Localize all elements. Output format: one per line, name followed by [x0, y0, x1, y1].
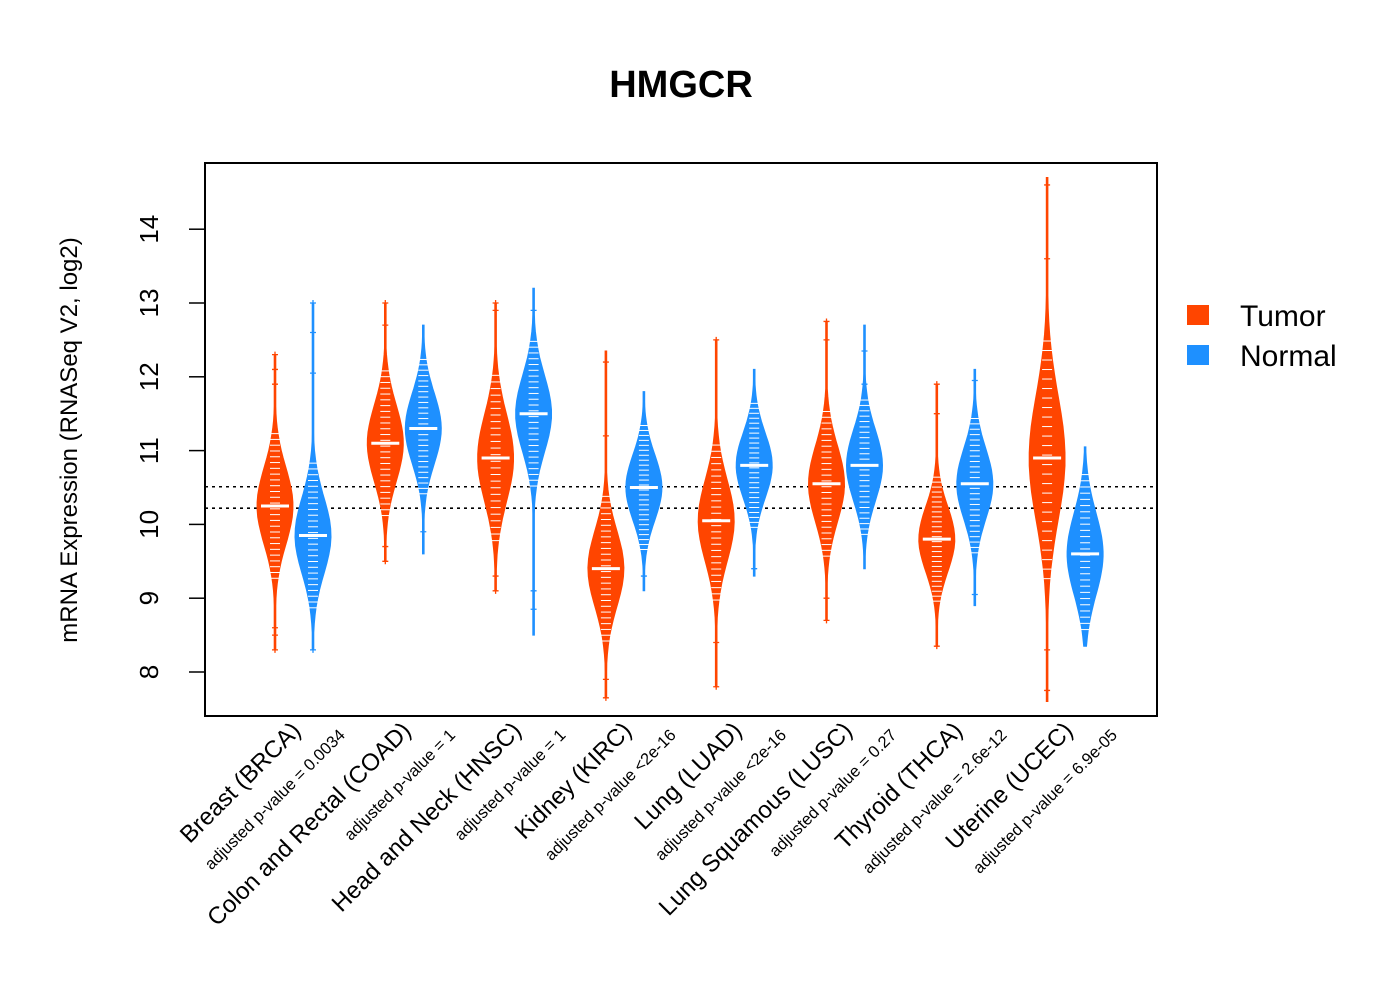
violin-normal-outlier	[530, 606, 537, 613]
legend-swatch-normal	[1187, 345, 1209, 365]
violin-tumor-outlier	[272, 351, 278, 358]
y-tick-label: 13	[134, 289, 164, 318]
violin-tumor-outlier	[823, 617, 830, 624]
violin-tumor	[1028, 177, 1066, 702]
violin-normal-outlier	[971, 591, 978, 598]
violin-tumor-outlier	[713, 336, 720, 343]
chart-title: HMGCR	[609, 64, 753, 106]
violin-tumor-outlier	[602, 694, 609, 701]
violin-tumor-outlier	[823, 336, 830, 343]
violin-tumor-outlier	[823, 595, 830, 602]
violin-tumor-outlier	[272, 632, 278, 639]
violin-tumor-outlier	[382, 300, 389, 306]
violin-normal	[735, 368, 773, 577]
category-label: Colon and Rectal (COAD)	[202, 717, 416, 931]
violin-tumor-outlier	[492, 307, 499, 314]
violin-tumor-outlier	[1044, 646, 1051, 653]
x-axis-labels: Breast (BRCA)adjusted p-value = 0.0034Co…	[175, 717, 1121, 931]
y-tick-label: 8	[134, 665, 164, 679]
y-tick-label: 9	[134, 591, 164, 605]
violin-normal	[956, 368, 994, 607]
y-tick-label: 11	[134, 437, 164, 464]
violin-tumor-outlier	[602, 432, 609, 439]
y-tick-label: 12	[134, 362, 164, 391]
violin-tumor-outlier	[823, 318, 830, 325]
violin-tumor-outlier	[272, 366, 278, 373]
violin-normal-outlier	[751, 565, 758, 572]
violin-normal-outlier	[530, 307, 537, 314]
violin-normal-outlier	[971, 377, 978, 384]
y-tick-label: 14	[134, 215, 164, 244]
violins	[256, 177, 1104, 702]
violin-tumor-outlier	[492, 573, 499, 580]
violin-normal	[404, 324, 442, 555]
violin-normal	[845, 324, 884, 570]
violin-normal-outlier	[861, 347, 868, 354]
violin-tumor-outlier	[382, 558, 389, 565]
violin-tumor-outlier	[492, 587, 499, 594]
violin-normal-outlier	[310, 300, 316, 306]
violin-tumor	[697, 336, 735, 690]
y-axis: 8 9 10 11 12 13 14	[134, 215, 205, 679]
violin-tumor-outlier	[713, 639, 720, 646]
legend-swatch-tumor	[1187, 305, 1209, 325]
violin-tumor-outlier	[272, 624, 278, 631]
plot-area-frame	[204, 162, 1158, 717]
legend-label-normal: Normal	[1240, 340, 1337, 373]
violin-tumor	[807, 318, 846, 624]
violin-normal	[625, 391, 663, 592]
legend-label-tumor: Tumor	[1240, 300, 1326, 333]
violin-tumor-outlier	[492, 300, 499, 306]
violin-normal-outlier	[640, 573, 647, 580]
violin-tumor-outlier	[382, 543, 389, 550]
violin-tumor	[256, 351, 294, 653]
violin-tumor-outlier	[933, 410, 940, 417]
violin-tumor-outlier	[1044, 255, 1051, 262]
violin-tumor-outlier	[1044, 687, 1051, 694]
violin-normal-outlier	[310, 370, 316, 377]
violin-normal-outlier	[310, 646, 316, 653]
violin-normal	[1066, 446, 1104, 647]
violin-tumor-outlier	[382, 322, 389, 329]
violin-tumor-outlier	[272, 381, 278, 388]
violin-tumor	[587, 350, 625, 701]
violin-tumor-outlier	[272, 646, 278, 653]
violin-tumor-outlier	[933, 381, 940, 388]
y-tick-label: 10	[134, 510, 164, 539]
violin-normal-outlier	[420, 528, 427, 535]
violin-tumor	[366, 300, 404, 565]
y-axis-label: mRNA Expression (RNASeq V2, log2)	[56, 237, 83, 643]
reference-lines	[205, 485, 1157, 509]
violin-tumor-outlier	[713, 683, 720, 690]
violin-normal	[294, 300, 332, 653]
violin-tumor-outlier	[602, 359, 609, 366]
violin-normal	[515, 287, 552, 636]
legend: Tumor Normal	[1187, 300, 1337, 373]
violin-normal-outlier	[530, 587, 537, 594]
violin-tumor-outlier	[933, 643, 940, 650]
violin-normal-outlier	[310, 329, 316, 336]
violin-tumor	[477, 300, 514, 594]
violin-tumor-outlier	[602, 676, 609, 683]
violin-tumor-outlier	[1044, 181, 1051, 188]
violin-normal-outlier	[861, 381, 868, 388]
violin-tumor	[918, 381, 956, 650]
